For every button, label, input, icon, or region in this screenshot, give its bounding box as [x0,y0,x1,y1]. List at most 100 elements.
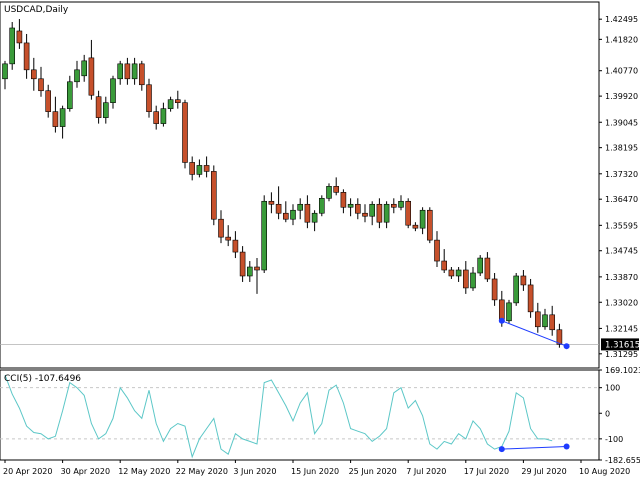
cci-y-tick-label: -182.6557 [605,456,640,465]
candle-body [95,96,102,118]
candle-body [88,57,95,96]
x-tick-label: 25 Jun 2020 [349,467,397,476]
price-panel-frame [0,1,600,369]
candle-body [38,78,44,92]
candle-body [160,108,167,124]
candle-body [455,269,462,277]
cci-panel-frame [0,369,600,461]
candle-body [484,257,491,280]
candle-body [326,186,332,199]
candle-body [390,203,397,208]
candle-body [182,102,188,163]
candle-body [405,200,412,226]
candle-body [333,186,340,193]
candle-body [232,239,239,253]
current-price-tag-background [601,338,639,351]
price-y-tick-label: 1.41820 [605,35,638,44]
candle-body [124,63,131,80]
candle-body [441,260,448,271]
candle-body [491,278,498,301]
candle-body [175,99,181,103]
candle-body [412,224,419,229]
price-y-tick-label: 1.32145 [605,324,638,333]
cci-y-tick-label: 169.1023 [605,366,640,375]
price-y-tick-label: 1.42495 [605,15,638,24]
candle-body [520,275,527,286]
cci-divergence-start-dot [498,446,505,453]
candle-body [196,165,203,175]
candle-body [448,269,455,277]
x-axis: 20 Apr 2020 30 Apr 2020 12 May 2020 22 May … [3,460,630,476]
price-y-axis: 1.42495 1.41820 1.40770 1.39920 1.39045 1.381… [599,15,638,359]
candle-body [218,218,224,238]
cci-plot [4,374,553,459]
x-tick-label: 3 Jun 2020 [233,467,276,476]
candle-body [290,209,296,220]
candle-body [110,78,116,103]
candle-body [470,272,476,289]
candle-body [275,203,282,214]
candle-body [556,329,563,345]
price-y-tick-label: 1.33870 [605,273,638,282]
price-y-tick-label: 1.35595 [605,221,638,230]
x-tick-label: 10 Aug 2020 [579,467,630,476]
x-tick-label: 20 Apr 2020 [3,467,52,476]
candle-body [30,69,37,80]
cci-series-line [4,374,553,459]
candle-body [297,203,304,211]
candle-body [426,209,433,241]
cci-y-tick-label: -100 [605,435,623,444]
candle-body [477,257,484,274]
candle-body [434,239,440,262]
candle-body [16,30,23,44]
candle-body [153,111,159,124]
candle-body [225,236,231,241]
x-tick-label: 30 Apr 2020 [61,467,110,476]
candle-body [542,314,548,328]
price-y-tick-label: 1.37320 [605,170,638,179]
candle-body [117,63,123,80]
price-y-tick-label: 1.38195 [605,144,638,153]
current-price-tag: 1.31615 [601,338,640,351]
candle-body [81,60,87,77]
candle-body [146,84,152,112]
price-divergence-end-dot [563,343,570,350]
candle-body [59,108,66,127]
price-y-tick-label: 1.31295 [605,350,638,359]
price-y-tick-label: 1.39920 [605,92,638,101]
price-y-tick-label: 1.36470 [605,195,638,204]
candle-body [549,314,556,331]
candle-body [9,27,15,65]
candle-body [340,192,347,208]
candle-body [189,162,195,175]
price-y-tick-label: 1.34745 [605,247,638,256]
candle-body [304,203,311,223]
candle-body [103,102,109,118]
x-tick-label: 22 May 2020 [176,467,228,476]
candle-body [2,63,8,80]
candle-body [282,212,289,220]
candle-body [268,200,275,205]
x-tick-label: 15 Jun 2020 [291,467,339,476]
candle-body [318,197,325,214]
candle-body [52,111,59,127]
cci-y-axis: 169.1023 100 0 -100 -182.6557 [599,366,640,465]
candle-body [167,99,174,109]
candle-body [247,266,253,277]
candle-body [311,212,318,223]
x-tick-label: 29 Jul 2020 [521,467,566,476]
candle-body [67,81,73,109]
candle-body [362,212,368,217]
chart-title: USDCAD,Daily [4,5,69,15]
candle-body [23,42,30,71]
candle-body [376,203,383,223]
x-tick-label: 17 Jul 2020 [464,467,509,476]
cci-divergence-end-dot [563,443,570,450]
cci-level-lines [0,387,599,440]
candle-body [131,63,138,80]
candle-body [527,284,534,313]
candle-body [139,63,145,86]
